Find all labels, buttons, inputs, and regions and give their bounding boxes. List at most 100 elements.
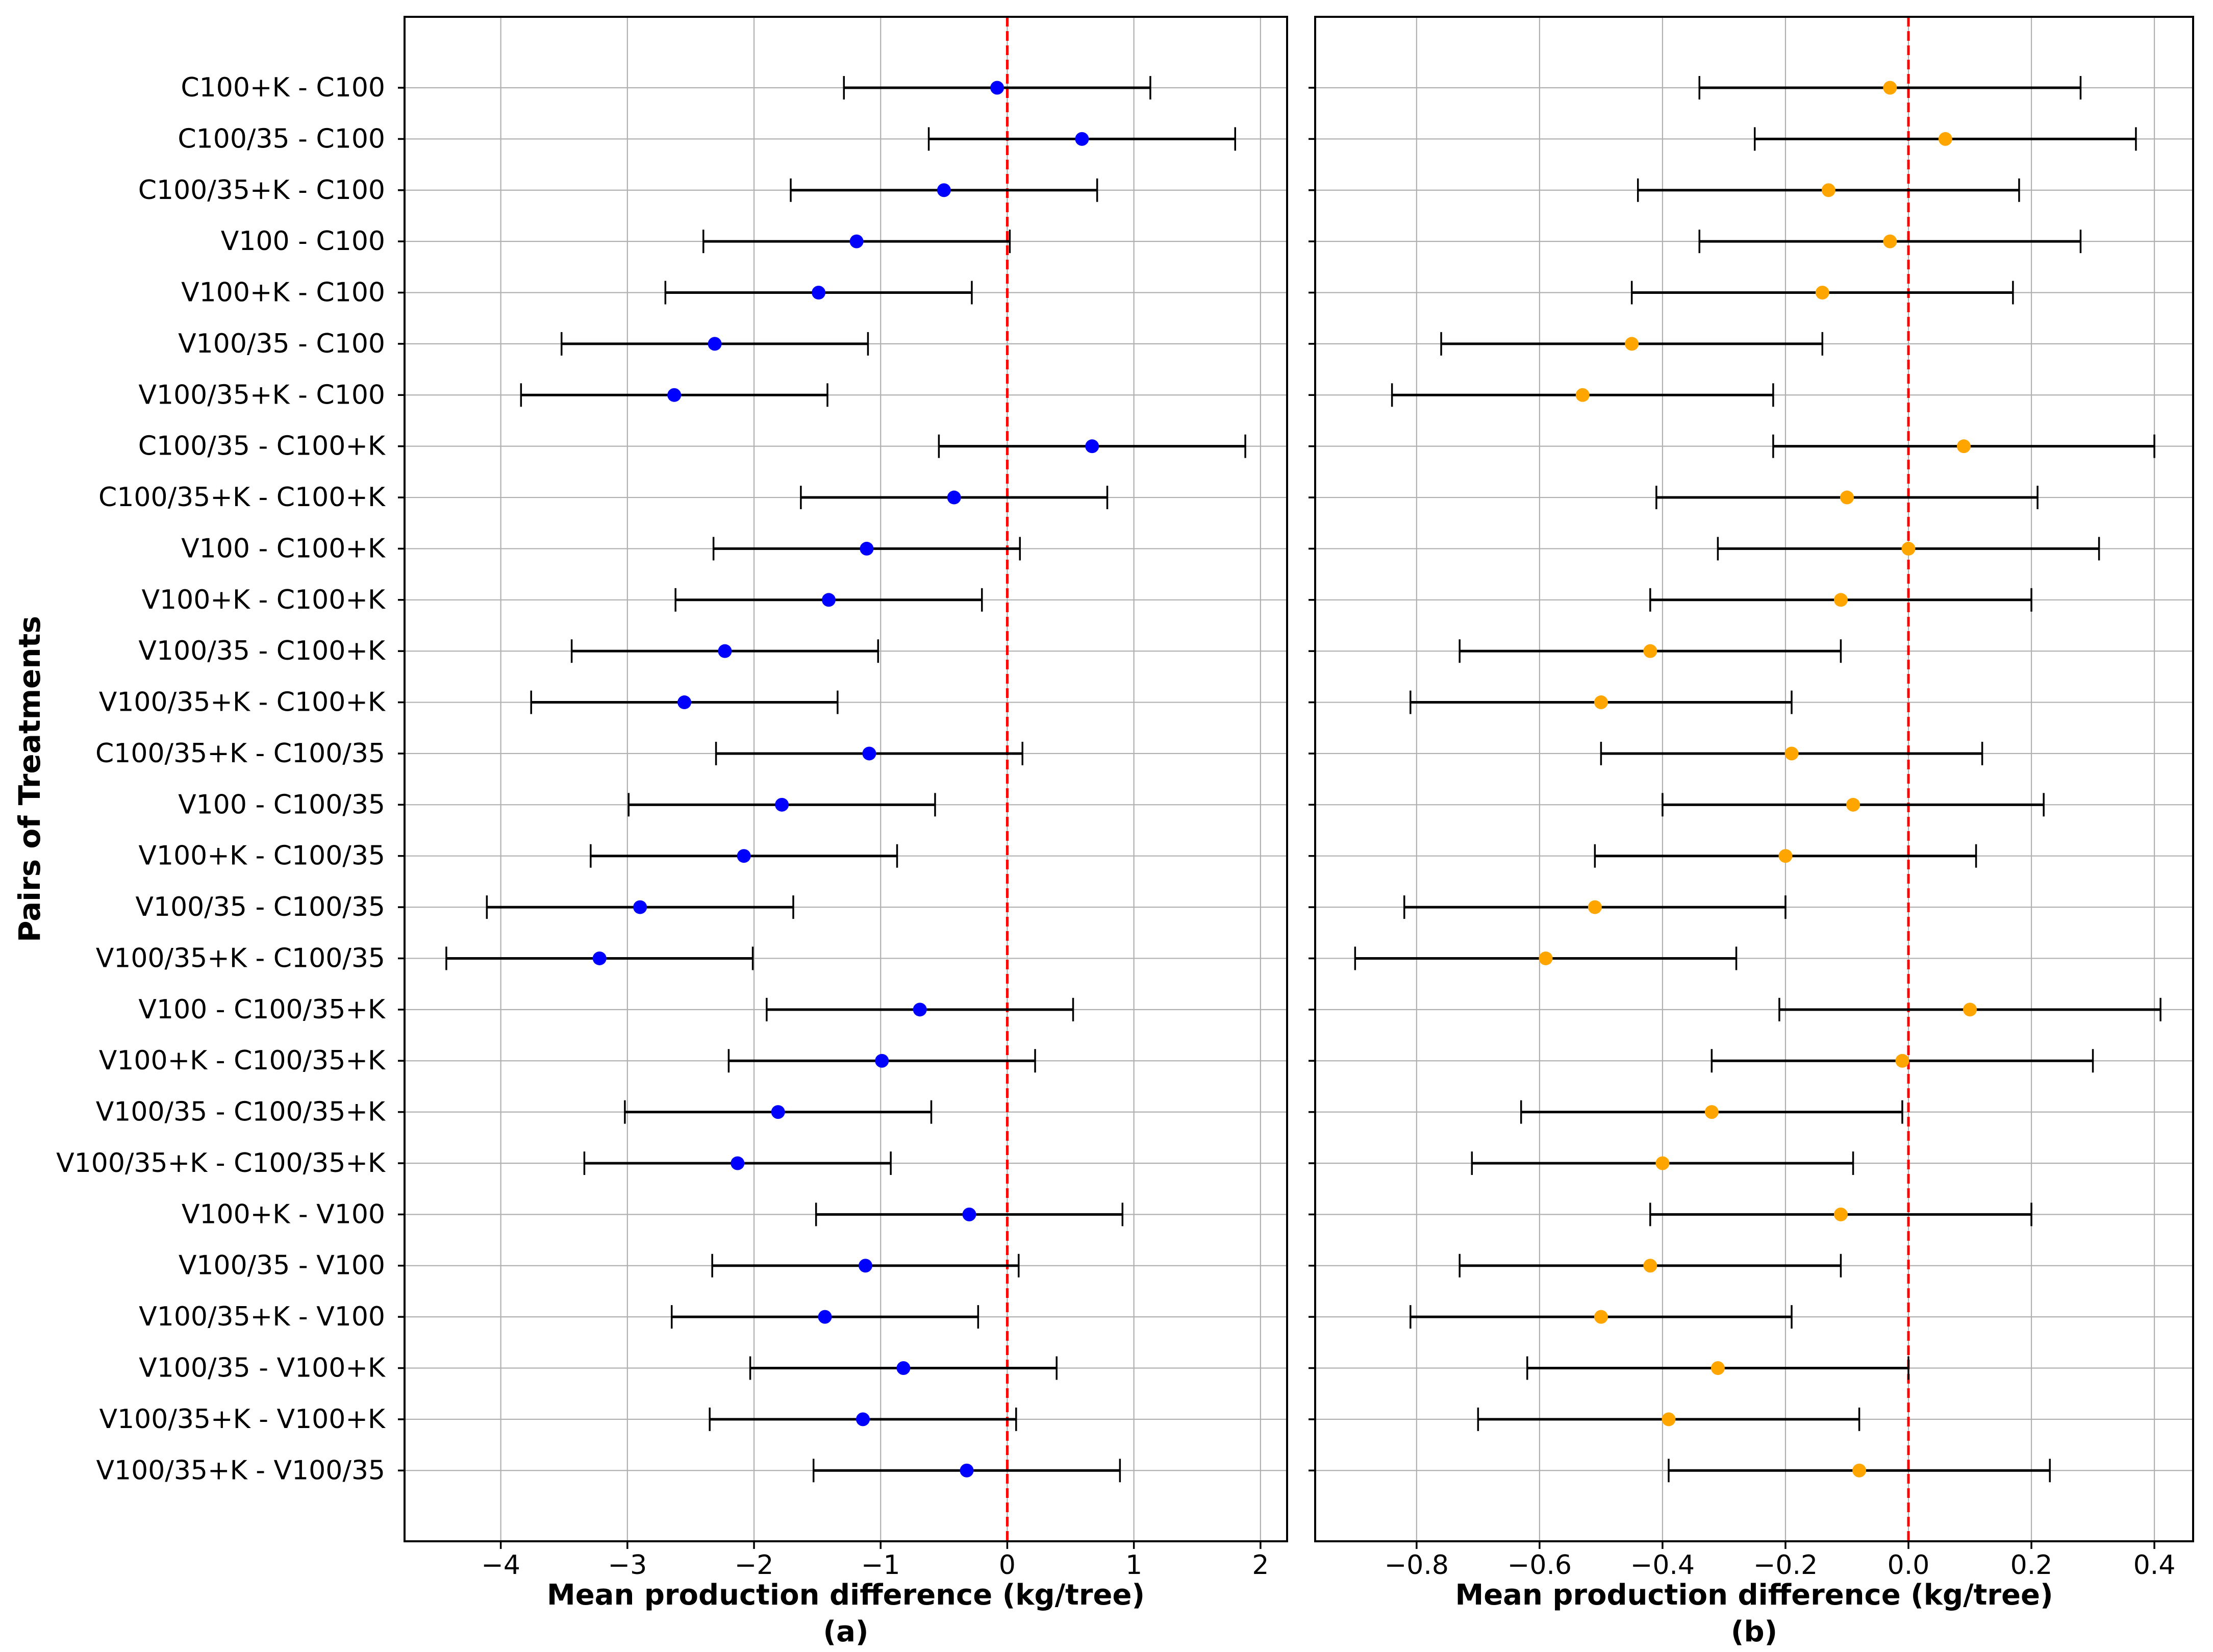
y-category-label: V100/35 - C100/35+K <box>96 1097 386 1128</box>
panel-b-data-point-marker <box>1643 644 1657 658</box>
panel-a-data-point-marker <box>818 1310 832 1324</box>
panel-a-data-point-marker <box>812 286 826 300</box>
y-category-label: C100/35+K - C100 <box>138 175 385 206</box>
panel-b-data-point-marker <box>1833 593 1848 607</box>
x-axis-title-panel-a: Mean production difference (kg/tree) <box>546 1579 1145 1612</box>
panel-a-data-point-marker <box>677 695 692 710</box>
panel-b-data-point-marker <box>1821 183 1835 197</box>
panel-a-data-point-marker <box>990 81 1004 95</box>
y-category-label: V100+K - C100/35+K <box>99 1045 386 1076</box>
panel-b-data-point-marker <box>1711 1361 1725 1375</box>
panel-a-x-tick-label: −1 <box>861 1550 900 1581</box>
panel-b-data-point-marker <box>1588 900 1602 914</box>
panel-b-data-point-marker <box>1643 1259 1657 1273</box>
y-category-label: V100/35+K - C100 <box>138 380 385 410</box>
panel-a-data-point-marker <box>849 234 864 248</box>
y-category-label: V100/35 - C100+K <box>138 636 386 666</box>
panel-a-data-point-marker <box>592 951 607 965</box>
panel-a-data-point-marker <box>860 541 874 556</box>
y-category-label: V100/35 - V100 <box>179 1250 385 1281</box>
panel-b-data-point-marker <box>1594 1310 1608 1324</box>
panel-a-x-tick-label: −4 <box>481 1550 520 1581</box>
panel-b-x-tick-label: −0.4 <box>1630 1550 1695 1581</box>
panel-b-data-point-marker <box>1895 1054 1909 1068</box>
y-category-label: V100/35 - C100/35 <box>135 892 385 922</box>
panel-a-x-tick-label: −2 <box>735 1550 774 1581</box>
panel-a-data-point-marker <box>875 1054 889 1068</box>
panel-a-data-point-marker <box>667 388 682 402</box>
y-category-label: V100 - C100/35+K <box>138 994 386 1025</box>
y-category-label: V100+K - C100 <box>181 278 385 308</box>
panel-b-data-point-marker <box>1815 286 1829 300</box>
panel-b-data-point-marker <box>1840 490 1854 505</box>
y-category-label: V100/35+K - C100/35+K <box>56 1148 386 1179</box>
panel-a-data-point-marker <box>862 746 876 761</box>
panel-a-data-point-marker <box>737 849 751 863</box>
panel-b-data-point-marker <box>1539 951 1553 965</box>
y-category-label: C100/35+K - C100/35 <box>95 738 385 769</box>
y-axis-title: Pairs of Treatments <box>12 616 47 942</box>
panel-a-data-point-marker <box>708 337 722 351</box>
y-category-label: V100 - C100 <box>221 226 385 257</box>
panel-a-data-point-marker <box>1085 439 1099 454</box>
panel-b-data-point-marker <box>1938 132 1952 146</box>
panel-a-data-point-marker <box>775 797 789 812</box>
panel-b-x-tick-label: 0.2 <box>2010 1550 2053 1581</box>
y-category-label: V100/35+K - V100 <box>139 1301 385 1332</box>
panel-b-label: (b) <box>1730 1615 1778 1648</box>
panel-b-data-point-marker <box>1852 1463 1867 1478</box>
panel-b-data-point-marker <box>1625 337 1639 351</box>
panel-b-data-point-marker <box>1704 1105 1719 1119</box>
panel-b-x-tick-label: −0.2 <box>1753 1550 1818 1581</box>
panel-a-data-point-marker <box>937 183 951 197</box>
panel-a-x-tick-label: −3 <box>608 1550 647 1581</box>
y-category-label: V100/35+K - V100+K <box>99 1404 386 1435</box>
panel-b-data-point-marker <box>1778 849 1793 863</box>
panel-a-data-point-marker <box>633 900 647 914</box>
panel-a-data-point-marker <box>947 490 961 505</box>
panel-b-data-point-marker <box>1784 746 1799 761</box>
panel-b-x-tick-label: 0.0 <box>1888 1550 1930 1581</box>
panel-a-data-point-marker <box>821 593 836 607</box>
panel-b-data-point-marker <box>1956 439 1971 454</box>
panel-b-data-point-marker <box>1662 1412 1676 1426</box>
y-category-label: V100/35 - C100 <box>178 329 385 359</box>
panel-a-data-point-marker <box>1075 132 1089 146</box>
panel-b-x-tick-label: −0.8 <box>1385 1550 1449 1581</box>
y-category-label: C100+K - C100 <box>181 72 385 103</box>
y-category-label: V100+K - V100 <box>182 1199 385 1230</box>
panel-a-data-point-marker <box>858 1259 872 1273</box>
panel-a-x-tick-label: 1 <box>1125 1550 1142 1581</box>
y-category-label: V100/35+K - V100/35 <box>96 1455 385 1486</box>
y-category-label: C100/35 - C100+K <box>138 431 386 462</box>
x-axis-title-panel-b: Mean production difference (kg/tree) <box>1455 1579 2053 1612</box>
y-category-label: C100/35 - C100 <box>178 123 385 154</box>
panel-b-data-point-marker <box>1846 797 1860 812</box>
y-category-label: V100 - C100/35 <box>178 789 385 820</box>
panel-b-data-point-marker <box>1883 81 1897 95</box>
panel-a-data-point-marker <box>962 1207 976 1221</box>
y-category-label: V100/35 - V100+K <box>139 1353 386 1384</box>
panel-a-data-point-marker <box>856 1412 870 1426</box>
panel-b-data-point-marker <box>1594 695 1608 710</box>
y-category-label: C100/35+K - C100+K <box>98 482 386 513</box>
y-category-label: V100/35+K - C100/35 <box>96 943 385 973</box>
panel-b-data-point-marker <box>1655 1156 1670 1170</box>
panel-b-axes-frame <box>1314 16 2194 1542</box>
y-category-label: V100+K - C100+K <box>141 585 386 615</box>
panel-b-data-point-marker <box>1883 234 1897 248</box>
y-category-label: V100+K - C100/35 <box>138 841 385 871</box>
panel-a-data-point-marker <box>896 1361 911 1375</box>
panel-b-x-tick-label: −0.6 <box>1507 1550 1572 1581</box>
panel-a-label: (a) <box>823 1615 869 1648</box>
panel-a-x-tick-label: 2 <box>1252 1550 1269 1581</box>
panel-a-axes-frame <box>404 16 1288 1542</box>
y-category-label: V100 - C100+K <box>181 533 386 564</box>
y-category-label: V100/35+K - C100+K <box>99 687 386 718</box>
panel-a-data-point-marker <box>960 1463 974 1478</box>
panel-b-data-point-marker <box>1963 1003 1977 1017</box>
panel-b-data-point-marker <box>1901 541 1916 556</box>
panel-b-x-tick-label: 0.4 <box>2133 1550 2176 1581</box>
